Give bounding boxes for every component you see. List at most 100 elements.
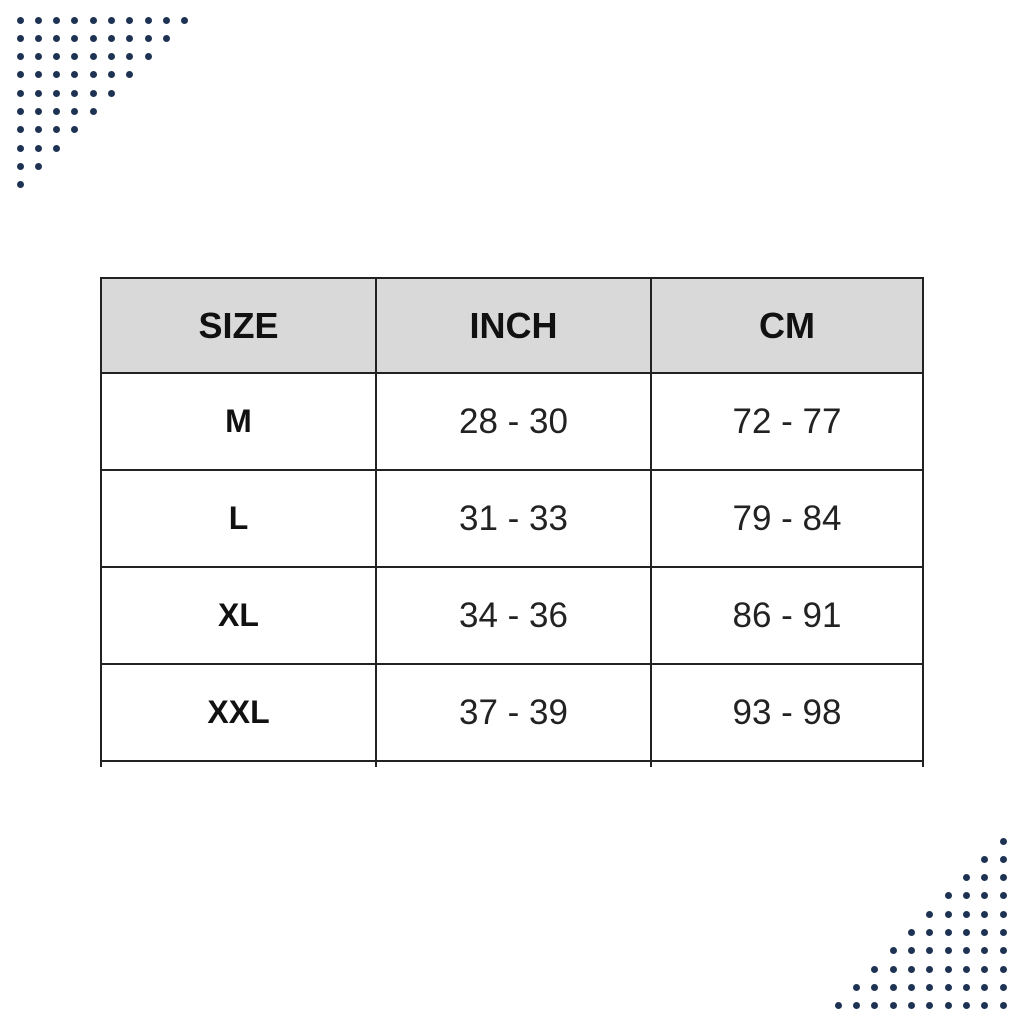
dot-icon [926, 929, 934, 936]
dot-icon [981, 910, 989, 918]
dot-icon [89, 71, 97, 79]
dot-icon [89, 89, 97, 97]
dot-icon [944, 983, 952, 991]
dot-icon [126, 71, 134, 79]
dot-icon [16, 181, 24, 189]
table-row: XXL 37 - 39 93 - 98 [100, 665, 924, 762]
dot-icon [16, 34, 24, 42]
dot-icon [71, 71, 79, 79]
dot-icon [89, 53, 97, 61]
dot-icon [53, 71, 61, 79]
dot-icon [834, 1002, 842, 1010]
dot-icon [944, 965, 952, 973]
dot-icon [999, 874, 1007, 882]
dot-icon [853, 983, 861, 991]
dot-icon [34, 162, 42, 170]
dot-icon [889, 947, 897, 955]
dot-icon [89, 34, 97, 42]
dot-icon [126, 16, 134, 24]
dot-icon [108, 53, 115, 61]
dot-icon [944, 1002, 952, 1010]
dot-icon [34, 34, 42, 42]
dot-icon [908, 929, 915, 936]
dot-icon [16, 16, 24, 24]
cm-cell: 79 - 84 [650, 471, 924, 566]
dot-icon [34, 71, 42, 79]
dot-icon [908, 947, 915, 955]
dot-icon [962, 1002, 970, 1010]
dot-icon [981, 892, 989, 900]
table-row: M 28 - 30 72 - 77 [100, 374, 924, 471]
dot-icon [962, 910, 970, 918]
dot-icon [908, 1002, 915, 1010]
dot-icon [16, 162, 24, 170]
dot-icon [999, 929, 1007, 936]
dot-icon [999, 965, 1007, 973]
inch-cell: 31 - 33 [375, 471, 650, 566]
dot-icon [16, 108, 24, 115]
dot-icon [981, 855, 989, 863]
size-cell: M [100, 374, 375, 469]
dot-icon [53, 34, 61, 42]
dot-icon [944, 892, 952, 900]
dot-icon [962, 892, 970, 900]
dot-icon [89, 108, 97, 115]
dot-icon [999, 837, 1007, 845]
cm-cell: 86 - 91 [650, 568, 924, 663]
dot-icon [944, 910, 952, 918]
dot-icon [162, 16, 170, 24]
dot-icon [981, 947, 989, 955]
dot-icon [144, 53, 152, 61]
dot-icon [981, 929, 989, 936]
dot-icon [108, 71, 115, 79]
dot-icon [34, 53, 42, 61]
dot-icon [126, 53, 134, 61]
dot-icon [889, 1002, 897, 1010]
cut-edge-cell [375, 762, 650, 767]
dot-icon [981, 1002, 989, 1010]
dot-icon [53, 108, 61, 115]
dot-icon [53, 89, 61, 97]
dot-icon [926, 910, 934, 918]
dot-icon [16, 71, 24, 79]
dot-icon [34, 108, 42, 115]
dot-icon [162, 34, 170, 42]
dot-icon [908, 983, 915, 991]
dot-icon [853, 1002, 861, 1010]
header-inch: INCH [375, 279, 650, 372]
dot-icon [16, 144, 24, 152]
dot-icon [108, 16, 115, 24]
dot-icon [144, 16, 152, 24]
header-size: SIZE [100, 279, 375, 372]
dot-icon [16, 53, 24, 61]
dot-icon [871, 983, 879, 991]
cm-cell: 93 - 98 [650, 665, 924, 760]
dot-icon [944, 929, 952, 936]
dot-icon [126, 34, 134, 42]
dot-icon [999, 947, 1007, 955]
dot-icon [962, 874, 970, 882]
dot-icon [53, 126, 61, 134]
dot-icon [16, 89, 24, 97]
dot-icon [871, 965, 879, 973]
table-row: XL 34 - 36 86 - 91 [100, 568, 924, 665]
dot-icon [926, 947, 934, 955]
dot-icon [981, 965, 989, 973]
dot-icon [962, 965, 970, 973]
size-cell: XXL [100, 665, 375, 760]
dot-icon [53, 16, 61, 24]
size-chart-table: SIZE INCH CM M 28 - 30 72 - 77 L 31 - 33… [100, 277, 924, 767]
dot-icon [71, 126, 79, 134]
dot-icon [34, 16, 42, 24]
dot-icon [962, 947, 970, 955]
dot-icon [962, 983, 970, 991]
header-cm: CM [650, 279, 924, 372]
dot-icon [926, 965, 934, 973]
dot-icon [53, 144, 61, 152]
dot-icon [108, 89, 115, 97]
dot-icon [34, 144, 42, 152]
dot-icon [71, 53, 79, 61]
dot-icon [108, 34, 115, 42]
dot-icon [981, 874, 989, 882]
